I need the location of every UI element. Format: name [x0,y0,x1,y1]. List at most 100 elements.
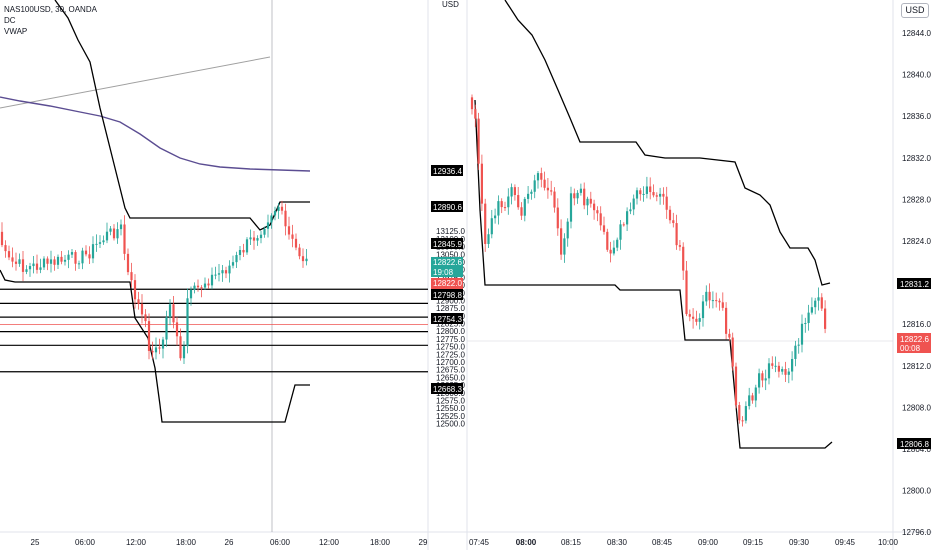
left-level-badge [431,165,463,176]
left-candle [270,215,273,223]
right-candle [477,118,480,164]
left-candle [116,229,119,239]
right-candle [668,209,672,221]
left-candle [133,280,137,300]
right-candle [500,201,503,208]
right-candle [609,249,612,254]
right-candle [474,109,477,119]
right-candle [744,406,747,421]
left-y-tick-label: 12775.0 [436,335,465,344]
right-candle [748,395,751,407]
left-x-tick-label: 06:00 [75,538,96,547]
left-candle [280,206,284,211]
right-y-tick-label: 12812.0 [902,362,931,371]
right-candle [497,201,500,216]
left-candle [172,304,175,323]
left-y-tick-label: 12650.0 [436,373,465,382]
left-candle [147,321,151,351]
right-candle [708,291,711,301]
right-x-tick-label: 07:45 [469,538,490,547]
left-candle [228,265,231,274]
left-candle [186,298,189,347]
left-x-tick-label: 12:00 [319,538,340,547]
right-candle [814,300,817,308]
left-candle [287,226,291,235]
left-candle [224,270,228,274]
right-candle [579,188,582,193]
left-candle [207,283,210,286]
right-candle [738,405,741,421]
left-y-tick-label: 12800.0 [436,327,465,336]
left-candle [305,258,308,262]
right-candle [517,195,520,208]
right-y-tick-label: 12816.0 [902,320,931,329]
left-candle [95,243,98,245]
left-candle [179,336,182,359]
left-x-tick-label: 18:00 [370,538,391,547]
left-candle [231,262,235,266]
right-candle [484,203,487,244]
legend-indicator-vwap[interactable]: VWAP [4,27,28,36]
left-candle [14,261,18,264]
left-y-tick-label: 12975.0 [436,273,465,282]
right-candle [761,373,764,381]
left-y-tick-label: 12500.0 [436,420,465,429]
right-candle [817,297,820,301]
left-candle [81,250,84,264]
left-candle [214,274,217,276]
right-candle [599,213,602,226]
left-candle [238,249,242,256]
right-x-tick-label: 08:45 [652,538,673,547]
right-candle [490,218,493,235]
left-candle [119,224,123,230]
left-candle [49,259,53,264]
right-y-tick-label: 12832.0 [902,154,931,163]
right-candle [711,300,714,302]
left-y-tick-label: 13125.0 [436,227,465,236]
right-candle [751,395,754,401]
right-candle [586,198,589,206]
right-candle [800,323,804,345]
legend-symbol[interactable]: NAS100USD, 30, OANDA [4,5,97,14]
right-candle [665,196,668,210]
right-candle [721,302,724,308]
right-candle [470,97,474,110]
chart-legend: NAS100USD, 30, OANDA DC VWAP [4,4,97,37]
right-candle [705,291,708,302]
right-candle [487,234,490,244]
left-candle [277,206,280,211]
right-y-tick-label: 12824.0 [902,237,931,246]
right-candle [576,192,579,199]
right-y-tick-label: 12804.0 [902,445,931,454]
right-candle [807,312,810,324]
left-candle [161,339,165,349]
right-candle [695,318,698,322]
right-candle [791,358,794,372]
right-y-tick-label: 12800.0 [902,487,931,496]
left-candle [158,347,161,349]
right-candle [767,363,771,379]
legend-indicator-dc[interactable]: DC [4,16,16,25]
right-candle [550,190,553,192]
left-y-tick-label: 12725.0 [436,350,465,359]
right-donchian-lower [474,99,833,449]
right-candle [616,239,619,248]
left-candle [203,283,207,288]
left-candle [123,224,126,254]
left-candle [60,256,63,262]
right-candle [685,270,688,315]
right-candle [718,300,721,303]
right-candle [540,173,543,180]
right-candle [494,215,497,219]
left-candle [88,254,91,259]
right-currency-badge[interactable]: USD [901,3,929,18]
left-candle [4,245,7,252]
right-candle [523,198,526,216]
right-candle [560,228,563,255]
right-candle [513,187,516,196]
left-x-tick-label: 18:00 [176,538,197,547]
left-x-tick-label: 06:00 [270,538,291,547]
left-level-label: 12754.3 [433,315,462,324]
left-candle [126,253,130,273]
